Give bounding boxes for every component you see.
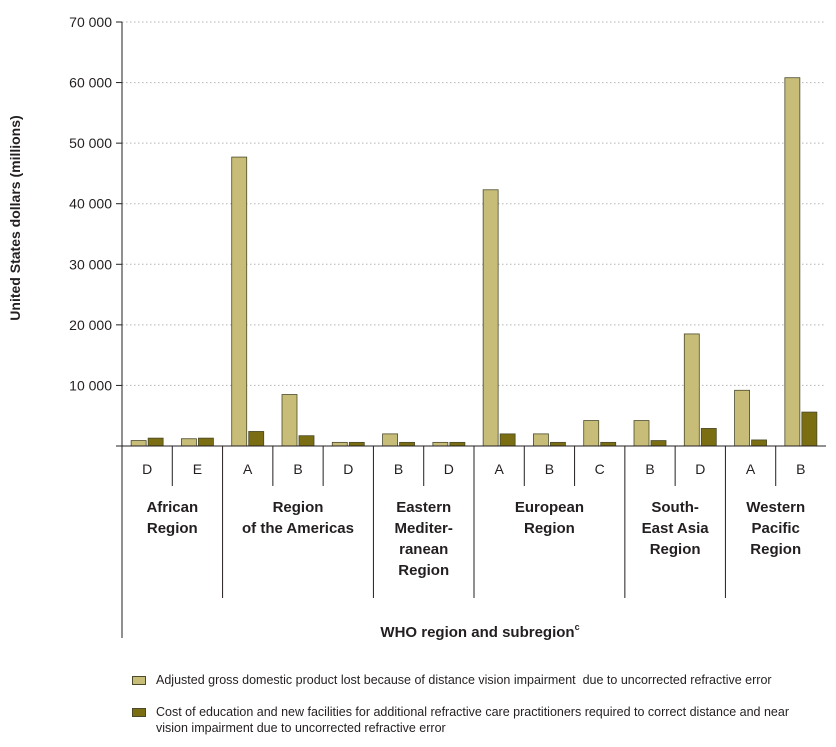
y-tick-label: 30 000 bbox=[69, 256, 112, 272]
subregion-label: B bbox=[796, 461, 805, 477]
bar-series-2-12 bbox=[751, 439, 767, 447]
bar-series-2-8 bbox=[550, 441, 566, 447]
region-label: Region of the Americas bbox=[242, 499, 354, 537]
bar-series-1-7 bbox=[482, 189, 499, 447]
x-axis-label: WHO region and subregionc bbox=[380, 622, 579, 640]
y-tick-label: 20 000 bbox=[69, 317, 112, 333]
y-tick-label: 70 000 bbox=[69, 14, 112, 30]
legend-item-gdp: Adjusted gross domestic product lost bec… bbox=[132, 672, 772, 688]
subregion-label: A bbox=[746, 461, 756, 477]
bar-series-2-13 bbox=[801, 411, 818, 447]
region-label: Western Pacific Region bbox=[746, 499, 805, 558]
x-axis-label-text: WHO region and subregion bbox=[380, 624, 574, 640]
subregion-label: A bbox=[494, 461, 504, 477]
chart: 10 000 20 000 30 000 40 000 50 000 60 000 70 0… bbox=[7, 14, 826, 640]
x-axis-label-superscript: c bbox=[575, 622, 580, 632]
bar-series-2-6 bbox=[449, 441, 466, 447]
y-tick-label: 50 000 bbox=[69, 135, 112, 151]
legend-item-cost: Cost of education and new facilities for… bbox=[132, 704, 812, 736]
region-label: European Region bbox=[515, 499, 584, 537]
bar-series-1-9 bbox=[583, 420, 600, 447]
x-axis: D E African Region A B D Region of the Americas B… bbox=[122, 445, 826, 598]
bar-series-1-6 bbox=[432, 441, 449, 447]
bar-series-2-4 bbox=[348, 441, 365, 447]
y-tick-label: 10 000 bbox=[69, 377, 112, 393]
bar-series-2-10 bbox=[650, 440, 667, 447]
bar-series-2-5 bbox=[399, 441, 415, 447]
bar-series-2-9 bbox=[600, 441, 617, 447]
bar-series-1-2 bbox=[231, 156, 248, 447]
legend-label-gdp: Adjusted gross domestic product lost bec… bbox=[156, 673, 772, 687]
bar-series-2-1 bbox=[198, 437, 214, 447]
bar-series-1-11 bbox=[683, 333, 700, 447]
legend-swatch-cost bbox=[132, 708, 146, 717]
subregion-label: D bbox=[444, 461, 454, 477]
region-label: African Region bbox=[146, 499, 198, 537]
subregion-label: D bbox=[343, 461, 353, 477]
subregion-label: B bbox=[545, 461, 554, 477]
y-axis: 10 000 20 000 30 000 40 000 50 000 60 000 70 0… bbox=[69, 14, 123, 638]
bar-series-2-0 bbox=[147, 437, 164, 447]
bar-series-1-13 bbox=[784, 77, 801, 447]
region-label: Eastern Mediter-ranean Region bbox=[395, 499, 453, 579]
region-label: South-East Asia Region bbox=[642, 499, 710, 558]
subregion-label: D bbox=[695, 461, 705, 477]
bar-series-1-8 bbox=[533, 433, 549, 447]
bar-series-2-7 bbox=[499, 433, 516, 447]
bar-series-1-10 bbox=[633, 420, 650, 447]
bar-series-1-5 bbox=[382, 433, 398, 447]
bar-series-2-11 bbox=[700, 428, 717, 447]
bar-series-2-3 bbox=[298, 435, 315, 447]
subregion-label: D bbox=[142, 461, 152, 477]
bar-series-1-4 bbox=[331, 441, 348, 447]
bar-series-1-0 bbox=[130, 440, 147, 447]
bars bbox=[130, 77, 818, 447]
y-axis-label: United States dollars (millions) bbox=[7, 115, 23, 320]
legend-label-cost: Cost of education and new facilities for… bbox=[156, 705, 789, 735]
subregion-label: C bbox=[595, 461, 605, 477]
y-tick-label: 60 000 bbox=[69, 75, 112, 91]
subregion-label: A bbox=[243, 461, 253, 477]
bar-series-1-1 bbox=[181, 438, 197, 447]
bar-series-2-2 bbox=[248, 431, 265, 447]
y-tick-label: 40 000 bbox=[69, 196, 112, 212]
bar-series-1-3 bbox=[281, 394, 298, 447]
subregion-label: B bbox=[394, 461, 403, 477]
bar-series-1-12 bbox=[734, 389, 750, 447]
subregion-label: B bbox=[645, 461, 654, 477]
subregion-label: E bbox=[193, 461, 202, 477]
subregion-label: B bbox=[293, 461, 302, 477]
gridlines bbox=[122, 21, 826, 386]
legend-swatch-gdp bbox=[132, 676, 146, 685]
